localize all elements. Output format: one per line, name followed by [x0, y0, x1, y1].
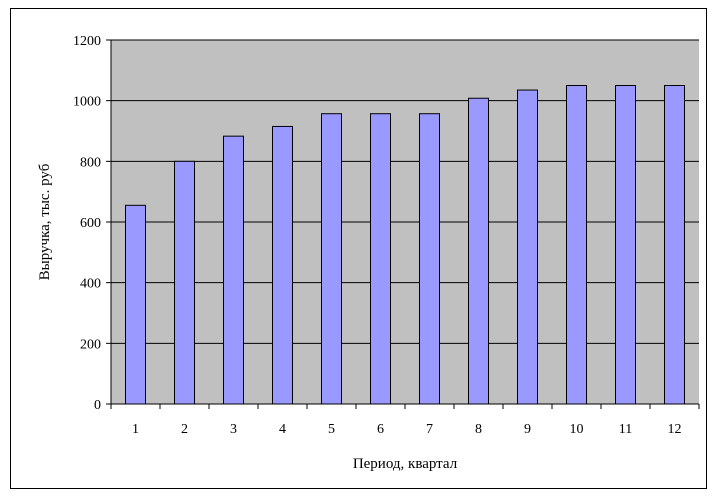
x-tick-label-8: 8: [475, 422, 482, 437]
chart-frame: 0 200 400 600 800 1000 1200 1 2 3 4 5 6 7 8 9 10 11 12 Пе…: [10, 8, 707, 489]
y-tick-label: 800: [80, 155, 101, 170]
bar-11: [615, 85, 636, 405]
x-tick-label-12: 12: [668, 422, 682, 437]
bar-10: [566, 85, 587, 405]
x-tick-label-6: 6: [377, 422, 384, 437]
x-tick-label-9: 9: [524, 422, 531, 437]
bar-7: [419, 113, 440, 405]
bar-2: [174, 160, 195, 405]
bar-12: [664, 85, 685, 405]
x-tick-label-7: 7: [426, 422, 433, 437]
gridlines: [111, 39, 699, 344]
x-tick-label-4: 4: [279, 422, 286, 437]
y-tick-label: 0: [94, 398, 101, 413]
bar-3: [223, 135, 244, 405]
bar-5: [321, 113, 342, 405]
x-tick-label-2: 2: [181, 422, 188, 437]
x-tick-label-5: 5: [328, 422, 335, 437]
y-tick-label: 1000: [73, 95, 101, 110]
y-tick-label: 200: [80, 337, 101, 352]
x-axis-title: Период, квартал: [353, 456, 458, 472]
bar-4: [272, 125, 293, 405]
bar-9: [517, 89, 538, 405]
y-tick-labels: 0 200 400 600 800 1000 1200: [73, 34, 101, 413]
y-tick-label: 600: [80, 216, 101, 231]
axes: [106, 39, 700, 409]
bar-1: [125, 204, 146, 405]
x-tick-label-11: 11: [619, 422, 632, 437]
x-tick-labels: 1 2 3 4 5 6 7 8 9 10 11 12: [132, 422, 682, 437]
bars: [125, 85, 685, 405]
y-axis-title: Выручка, тыс. руб: [37, 163, 53, 280]
x-tick-label-10: 10: [570, 422, 584, 437]
y-tick-label: 1200: [73, 34, 101, 49]
y-tick-label: 400: [80, 277, 101, 292]
bar-8: [468, 97, 489, 405]
bar-6: [370, 113, 391, 405]
x-tick-label-1: 1: [132, 422, 139, 437]
x-tick-label-3: 3: [230, 422, 237, 437]
